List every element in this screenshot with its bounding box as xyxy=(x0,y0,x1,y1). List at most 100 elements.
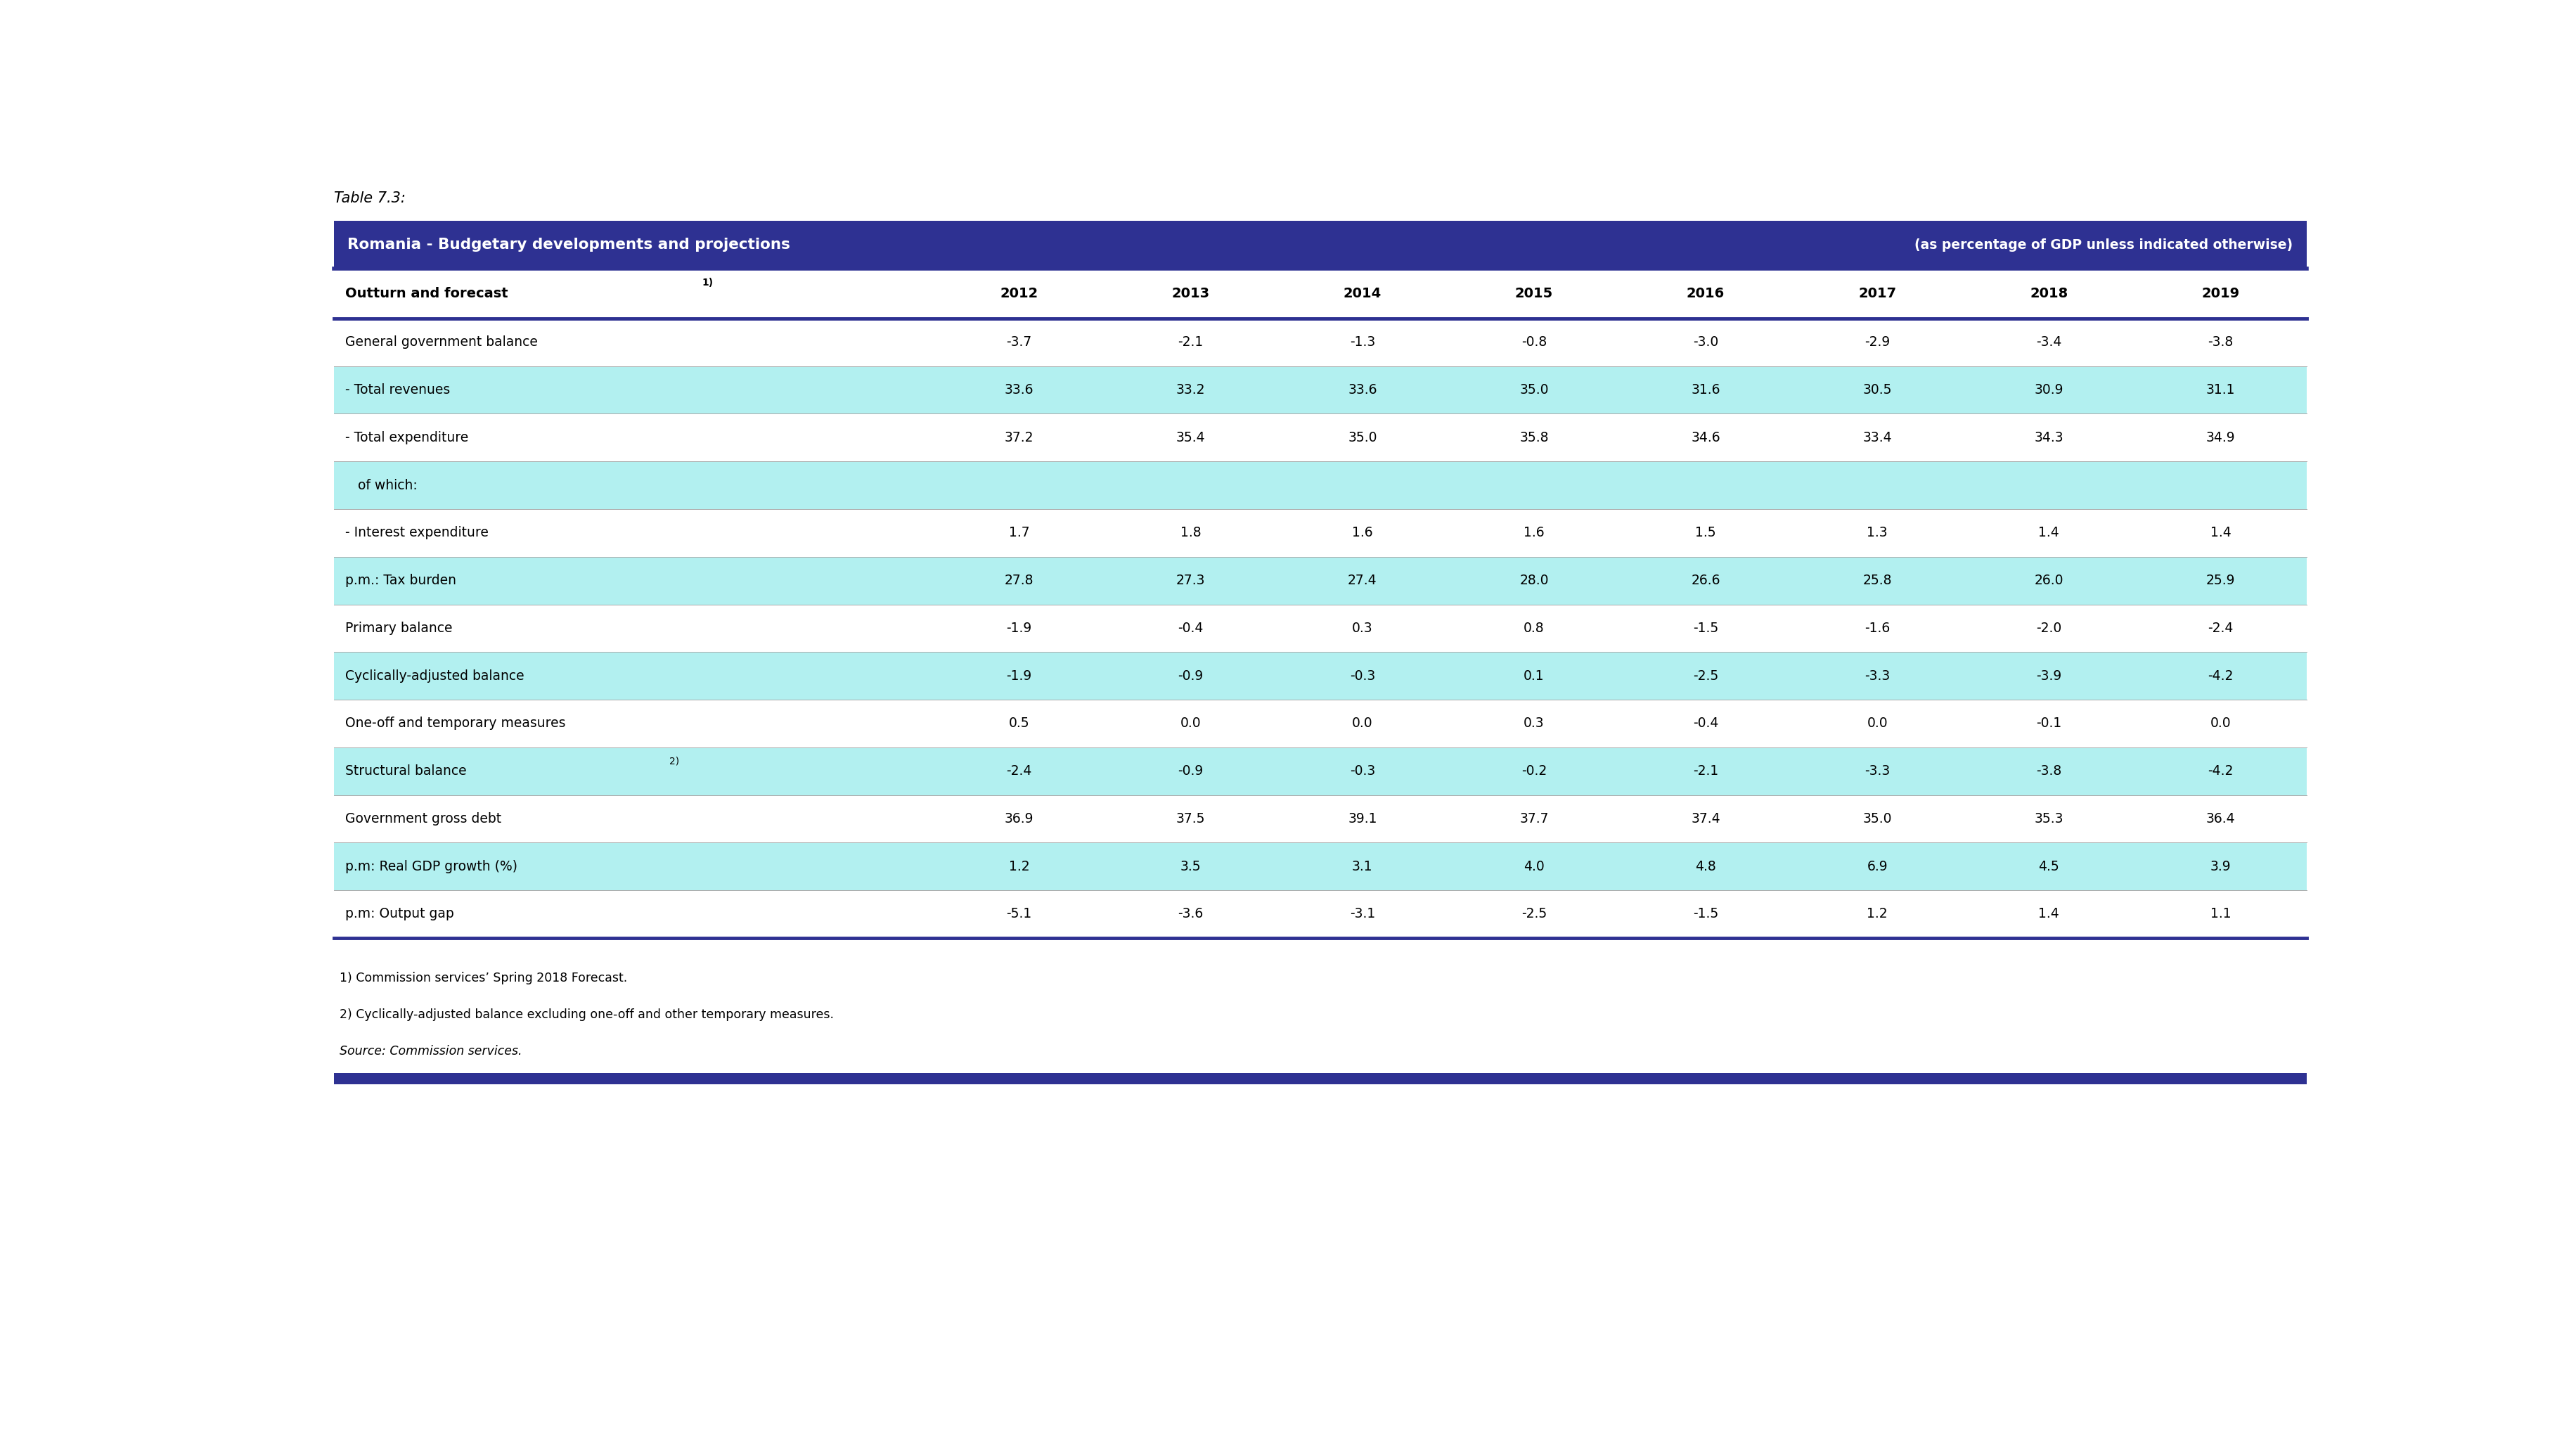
Text: 31.6: 31.6 xyxy=(1690,383,1721,397)
Text: Outturn and forecast: Outturn and forecast xyxy=(345,288,513,301)
Text: 2014: 2014 xyxy=(1342,288,1381,301)
Text: 37.7: 37.7 xyxy=(1520,812,1548,825)
Text: 1.1: 1.1 xyxy=(2210,907,2231,920)
Bar xyxy=(335,269,2306,318)
Text: 1.4: 1.4 xyxy=(2210,526,2231,539)
Text: Primary balance: Primary balance xyxy=(345,621,453,634)
Text: -1.5: -1.5 xyxy=(1692,907,1718,920)
Text: 3.1: 3.1 xyxy=(1352,860,1373,873)
Text: Government gross debt: Government gross debt xyxy=(345,812,502,825)
Text: 37.2: 37.2 xyxy=(1005,431,1033,444)
Text: 4.8: 4.8 xyxy=(1695,860,1716,873)
Text: 1): 1) xyxy=(701,277,714,288)
Text: -3.3: -3.3 xyxy=(1865,669,1891,682)
Text: -0.8: -0.8 xyxy=(1522,335,1546,350)
Text: - Interest expenditure: - Interest expenditure xyxy=(345,526,489,539)
Text: -0.4: -0.4 xyxy=(1177,621,1203,634)
Bar xyxy=(335,509,2306,556)
Bar xyxy=(335,652,2306,699)
Text: 4.0: 4.0 xyxy=(1522,860,1546,873)
Text: 26.0: 26.0 xyxy=(2035,574,2063,587)
Text: 35.0: 35.0 xyxy=(1520,383,1548,397)
Text: -3.3: -3.3 xyxy=(1865,764,1891,777)
Text: 35.3: 35.3 xyxy=(2035,812,2063,825)
Bar xyxy=(335,318,2306,366)
Text: p.m: Output gap: p.m: Output gap xyxy=(345,907,453,920)
Text: Table 7.3:: Table 7.3: xyxy=(335,191,404,205)
Text: 31.1: 31.1 xyxy=(2205,383,2236,397)
Text: -2.4: -2.4 xyxy=(2208,621,2233,634)
Text: 33.2: 33.2 xyxy=(1177,383,1206,397)
Text: 1.6: 1.6 xyxy=(1352,526,1373,539)
Text: (as percentage of GDP unless indicated otherwise): (as percentage of GDP unless indicated o… xyxy=(1914,238,2293,251)
Text: 1.2: 1.2 xyxy=(1010,860,1030,873)
Text: 1.8: 1.8 xyxy=(1180,526,1200,539)
Text: -5.1: -5.1 xyxy=(1007,907,1033,920)
Text: -1.9: -1.9 xyxy=(1007,669,1033,682)
Text: 35.0: 35.0 xyxy=(1347,431,1378,444)
Text: 0.0: 0.0 xyxy=(1868,717,1888,730)
Text: - Total expenditure: - Total expenditure xyxy=(345,431,469,444)
Bar xyxy=(335,890,2306,938)
Text: 25.9: 25.9 xyxy=(2205,574,2236,587)
Text: 6.9: 6.9 xyxy=(1868,860,1888,873)
Text: 2) Cyclically-adjusted balance excluding one-off and other temporary measures.: 2) Cyclically-adjusted balance excluding… xyxy=(340,1009,835,1022)
Text: 3.5: 3.5 xyxy=(1180,860,1200,873)
Text: -2.0: -2.0 xyxy=(2035,621,2061,634)
Text: 1.4: 1.4 xyxy=(2038,907,2058,920)
Text: 30.5: 30.5 xyxy=(1862,383,1891,397)
Text: 2015: 2015 xyxy=(1515,288,1553,301)
Text: 28.0: 28.0 xyxy=(1520,574,1548,587)
Text: 0.5: 0.5 xyxy=(1010,717,1030,730)
Text: 26.6: 26.6 xyxy=(1690,574,1721,587)
Text: 3.9: 3.9 xyxy=(2210,860,2231,873)
Text: 0.0: 0.0 xyxy=(1180,717,1200,730)
Text: -0.9: -0.9 xyxy=(1177,764,1203,777)
Text: -0.1: -0.1 xyxy=(2035,717,2061,730)
Text: 1.3: 1.3 xyxy=(1868,526,1888,539)
Bar xyxy=(335,699,2306,747)
Text: -0.4: -0.4 xyxy=(1692,717,1718,730)
Text: -0.2: -0.2 xyxy=(1522,764,1546,777)
Bar xyxy=(335,221,2306,269)
Bar xyxy=(335,413,2306,461)
Text: 1.6: 1.6 xyxy=(1522,526,1546,539)
Text: -1.3: -1.3 xyxy=(1350,335,1376,350)
Text: 2012: 2012 xyxy=(999,288,1038,301)
Text: One-off and temporary measures: One-off and temporary measures xyxy=(345,717,564,730)
Text: 0.1: 0.1 xyxy=(1522,669,1546,682)
Bar xyxy=(335,795,2306,842)
Text: - Total revenues: - Total revenues xyxy=(345,383,451,397)
Bar xyxy=(335,1074,2306,1084)
Text: -2.1: -2.1 xyxy=(1177,335,1203,350)
Text: -2.5: -2.5 xyxy=(1692,669,1718,682)
Text: -3.0: -3.0 xyxy=(1692,335,1718,350)
Text: -3.4: -3.4 xyxy=(2035,335,2061,350)
Text: -3.1: -3.1 xyxy=(1350,907,1376,920)
Text: 1.2: 1.2 xyxy=(1868,907,1888,920)
Text: -2.5: -2.5 xyxy=(1522,907,1546,920)
Text: 2019: 2019 xyxy=(2202,288,2239,301)
Text: 4.5: 4.5 xyxy=(2038,860,2058,873)
Text: 35.8: 35.8 xyxy=(1520,431,1548,444)
Text: -4.2: -4.2 xyxy=(2208,669,2233,682)
Text: -2.9: -2.9 xyxy=(1865,335,1891,350)
Text: -4.2: -4.2 xyxy=(2208,764,2233,777)
Text: 2018: 2018 xyxy=(2030,288,2069,301)
Bar xyxy=(335,842,2306,890)
Text: -0.9: -0.9 xyxy=(1177,669,1203,682)
Text: -3.8: -3.8 xyxy=(2035,764,2061,777)
Text: 27.8: 27.8 xyxy=(1005,574,1033,587)
Text: -3.7: -3.7 xyxy=(1007,335,1033,350)
Text: 33.6: 33.6 xyxy=(1347,383,1378,397)
Text: 2017: 2017 xyxy=(1857,288,1896,301)
Bar xyxy=(335,604,2306,652)
Text: -1.6: -1.6 xyxy=(1865,621,1891,634)
Text: General government balance: General government balance xyxy=(345,335,538,350)
Text: 0.8: 0.8 xyxy=(1522,621,1546,634)
Text: 34.9: 34.9 xyxy=(2205,431,2236,444)
Text: -3.9: -3.9 xyxy=(2035,669,2061,682)
Text: 0.3: 0.3 xyxy=(1352,621,1373,634)
Text: 1) Commission services’ Spring 2018 Forecast.: 1) Commission services’ Spring 2018 Fore… xyxy=(340,971,626,984)
Text: 1.7: 1.7 xyxy=(1010,526,1030,539)
